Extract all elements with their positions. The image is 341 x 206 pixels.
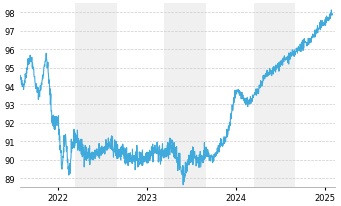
Bar — [20, 4, 75, 187]
Bar — [295, 4, 336, 187]
Bar — [117, 4, 164, 187]
Bar — [206, 4, 254, 187]
